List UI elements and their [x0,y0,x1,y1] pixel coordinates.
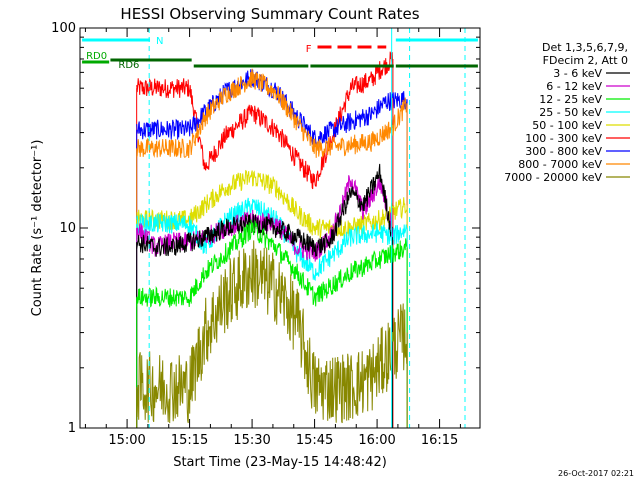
y-tick-label: 10 [59,221,76,236]
x-tick-label: 16:00 [358,433,395,448]
legend-entry-label: 300 - 800 keV [525,145,602,158]
legend-entry-label: 25 - 50 keV [539,106,602,119]
series-trace [136,69,408,148]
y-tick-label: 100 [51,21,76,36]
status-bar-label: F [306,44,312,55]
chart-title: HESSI Observing Summary Count Rates [120,5,419,23]
y-axis-label: Count Rate (s⁻¹ detector⁻¹) [30,140,45,317]
x-axis-label: Start Time (23-May-15 14:48:42) [173,455,387,470]
legend-entry-label: 100 - 300 keV [525,132,602,145]
status-bar-label: RD6 [118,60,139,71]
legend-entry-label: 3 - 6 keV [553,67,602,80]
series-7000-20000keV [136,240,408,428]
legend-entry-label: 6 - 12 keV [546,80,602,93]
series-trace [136,219,408,308]
legend-entry-label: 50 - 100 keV [532,119,602,132]
status-bar-label: RD0 [86,51,107,62]
legend-header-line2: FDecim 2, Att 0 [543,54,628,67]
legend-entry-label: 7000 - 20000 keV [504,171,602,184]
x-tick-label: 15:15 [171,433,208,448]
series-trace [136,163,393,257]
series-trace [136,240,408,424]
legend-header-line1: Det 1,3,5,6,7,9, [542,41,628,54]
status-bar-label: N [156,36,163,47]
legend-entry-label: 12 - 25 keV [539,93,602,106]
x-tick-label: 15:45 [296,433,333,448]
series-trace [136,68,408,159]
x-tick-label: 15:00 [108,433,145,448]
footer-timestamp: 26-Oct-2017 02:21 [558,469,634,478]
x-tick-label: 16:15 [421,433,458,448]
x-tick-label: 15:30 [233,433,270,448]
y-tick-label: 1 [68,421,76,436]
legend: Det 1,3,5,6,7,9, FDecim 2, Att 0 3 - 6 k… [504,41,630,184]
legend-entry-label: 800 - 7000 keV [518,158,602,171]
series-trace [136,51,394,190]
